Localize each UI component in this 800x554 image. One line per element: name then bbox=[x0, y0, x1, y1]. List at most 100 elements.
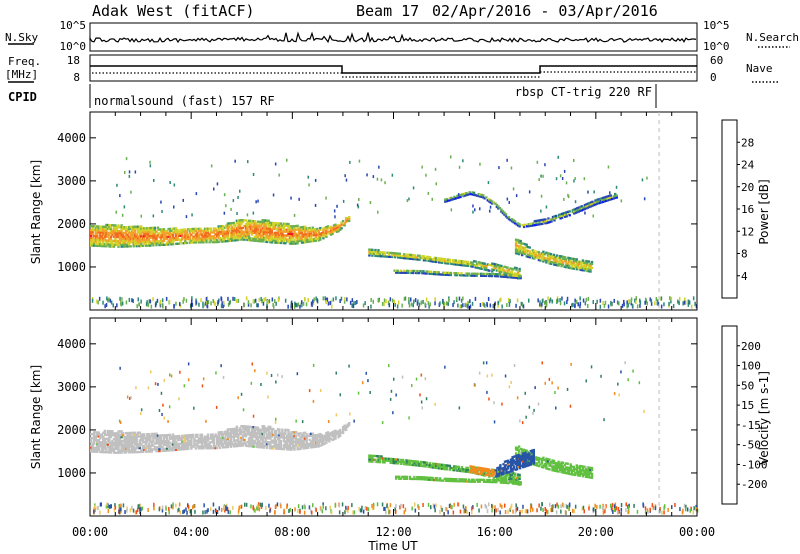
echo-cell bbox=[293, 234, 296, 238]
echo-cell bbox=[454, 465, 458, 468]
echo-cell bbox=[577, 264, 580, 267]
echo-cell bbox=[261, 432, 264, 436]
echo-cell bbox=[293, 434, 296, 438]
echo-cell bbox=[235, 433, 239, 436]
echo-cell bbox=[247, 433, 251, 436]
echo-cell bbox=[546, 254, 550, 257]
echo-cell bbox=[144, 437, 147, 440]
echo-cell bbox=[304, 435, 307, 438]
echo-cell bbox=[97, 244, 100, 247]
echo-cell bbox=[159, 238, 163, 241]
echo-cell bbox=[91, 450, 94, 453]
echo-cell bbox=[161, 442, 164, 445]
echo-cell bbox=[211, 235, 214, 238]
noise-cell bbox=[418, 302, 421, 307]
echo-cell bbox=[433, 258, 436, 261]
noise-cell bbox=[428, 304, 430, 309]
echo-cell bbox=[531, 449, 534, 452]
echo-cell bbox=[416, 477, 419, 481]
echo-cell bbox=[438, 261, 441, 264]
echo-cell bbox=[164, 449, 167, 452]
echo-cell bbox=[153, 442, 157, 445]
noise-cell bbox=[313, 297, 315, 302]
echo-cell bbox=[134, 237, 137, 240]
echo-cell bbox=[152, 448, 155, 451]
echo-cell bbox=[518, 457, 522, 460]
echo-cell bbox=[519, 239, 522, 243]
echo-cell bbox=[506, 467, 510, 470]
echo-cell bbox=[417, 476, 421, 479]
echo-cell bbox=[202, 241, 205, 244]
echo-cell bbox=[482, 194, 485, 197]
echo-cell bbox=[256, 228, 260, 231]
echo-cell bbox=[406, 255, 409, 258]
echo-cell bbox=[552, 253, 556, 256]
echo-cell bbox=[558, 255, 562, 258]
echo-cell bbox=[260, 230, 263, 233]
echo-cell bbox=[121, 235, 125, 238]
echo-cell bbox=[253, 235, 257, 238]
echo-cell bbox=[235, 221, 239, 224]
echo-cell bbox=[185, 237, 188, 241]
echo-cell bbox=[514, 468, 517, 471]
echo-cell bbox=[334, 227, 337, 230]
echo-cell bbox=[121, 439, 125, 443]
echo-cell bbox=[203, 239, 207, 242]
echo-cell bbox=[302, 437, 305, 440]
echo-cell bbox=[269, 231, 272, 234]
echo-cell bbox=[377, 455, 380, 458]
noise-cell bbox=[557, 298, 559, 303]
scatter-cell bbox=[334, 215, 336, 219]
noise-cell bbox=[452, 303, 454, 308]
scatter-cell bbox=[607, 165, 610, 169]
echo-cell bbox=[170, 233, 173, 236]
noise-cell bbox=[220, 296, 222, 301]
echo-cell bbox=[297, 239, 301, 243]
echo-cell bbox=[164, 230, 167, 233]
noise-cell bbox=[316, 298, 318, 303]
echo-cell bbox=[108, 439, 111, 442]
echo-cell bbox=[561, 263, 565, 266]
echo-cell bbox=[456, 261, 459, 264]
echo-cell bbox=[250, 225, 254, 228]
echo-cell bbox=[337, 434, 340, 437]
echo-cell bbox=[231, 429, 234, 433]
echo-cell bbox=[240, 234, 243, 237]
echo-cell bbox=[93, 442, 96, 446]
echo-cell bbox=[577, 260, 580, 263]
echo-cell bbox=[496, 467, 499, 470]
echo-cell bbox=[134, 435, 137, 438]
echo-cell bbox=[313, 438, 316, 441]
echo-cell bbox=[325, 435, 328, 439]
echo-cell bbox=[273, 433, 276, 437]
echo-cell bbox=[217, 435, 220, 438]
noise-cell bbox=[487, 297, 490, 301]
echo-cell bbox=[132, 239, 135, 242]
echo-cell bbox=[308, 240, 311, 243]
scatter-cell bbox=[325, 196, 327, 200]
echo-cell bbox=[267, 225, 270, 228]
echo-cell bbox=[181, 446, 184, 449]
echo-cell bbox=[105, 225, 108, 229]
echo-cell bbox=[178, 442, 181, 445]
echo-cell bbox=[240, 436, 243, 439]
echo-cell bbox=[267, 239, 270, 242]
echo-cell bbox=[392, 458, 395, 461]
echo-cell bbox=[457, 259, 461, 263]
echo-cell bbox=[237, 219, 240, 222]
echo-cell bbox=[97, 242, 100, 246]
echo-cell bbox=[156, 240, 160, 243]
echo-cell bbox=[522, 454, 525, 457]
echo-cell bbox=[563, 469, 566, 472]
echo-cell bbox=[267, 229, 270, 232]
echo-cell bbox=[123, 439, 126, 443]
echo-cell bbox=[297, 228, 301, 231]
scatter-cell bbox=[372, 175, 375, 179]
echo-cell bbox=[542, 256, 545, 259]
echo-cell bbox=[241, 220, 245, 224]
noise-cell bbox=[102, 300, 104, 305]
echo-cell bbox=[206, 437, 210, 440]
echo-cell bbox=[216, 239, 219, 242]
echo-cell bbox=[586, 206, 590, 209]
echo-cell bbox=[253, 226, 257, 229]
